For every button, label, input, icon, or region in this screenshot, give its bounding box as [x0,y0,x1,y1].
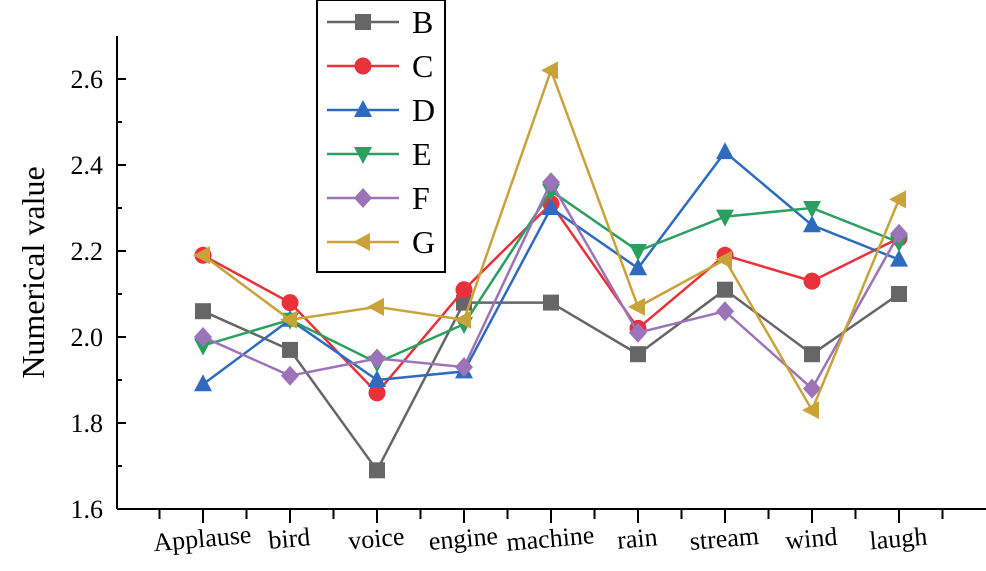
legend-label: B [412,4,433,40]
x-tick-label: bird [267,522,311,555]
legend-marker [355,14,371,30]
x-tick-label: machine [505,520,595,557]
data-point-B [891,286,907,302]
data-point-B [369,462,385,479]
y-axis-label: Numerical value [15,166,51,378]
data-point-D [194,374,212,392]
data-point-G [628,297,645,316]
y-tick-label: 2.2 [71,237,104,266]
legend-item-C: C [327,48,433,84]
legend-marker [354,100,372,117]
data-point-F [368,348,386,369]
data-point-G [193,246,210,265]
legend-marker [354,147,372,164]
data-point-D [716,142,734,160]
data-point-G [367,297,384,316]
series-line-G [202,66,901,413]
data-point-G [541,61,558,80]
data-point-B [282,341,298,358]
data-point-B [195,303,211,320]
data-point-G [802,401,819,420]
data-point-D [629,258,647,276]
y-tick-label: 2.6 [71,65,104,94]
legend-label: F [412,180,430,216]
data-point-E [194,338,212,356]
y-tick-label: 2.0 [71,323,104,352]
x-tick-label: voice [347,522,406,556]
data-point-B [717,281,733,298]
x-tick-label: wind [784,522,838,555]
legend-item-G: G [327,224,435,260]
data-point-F [194,327,212,347]
legend-item-F: F [327,180,430,216]
data-point-F [281,365,299,386]
data-point-C [455,281,473,299]
data-point-F [803,378,821,399]
data-point-G [280,310,297,329]
legend-label: D [412,92,435,128]
x-tick-label: laugh [868,522,928,556]
data-point-F [890,223,908,244]
data-point-D [890,249,908,267]
data-point-F [716,301,734,322]
y-tick-label: 1.6 [71,495,104,524]
data-point-G [715,250,732,269]
series-D [194,142,908,392]
data-point-E [716,209,734,227]
data-point-F [542,172,560,193]
data-point-G [889,190,906,209]
data-point-G [454,310,471,329]
data-point-B [630,346,646,363]
data-point-C [803,272,821,290]
legend-label: C [412,48,433,84]
x-tick-label: rain [616,522,659,554]
legend-label: G [412,224,435,260]
legend-item-E: E [327,136,432,172]
data-point-E [629,244,647,261]
x-tick-label: stream [688,521,760,556]
legend-item-B: B [327,4,433,40]
data-point-D [368,370,386,387]
legend-box [316,0,446,273]
legend-marker [354,57,372,75]
series-F [194,172,908,399]
y-tick-label: 2.4 [71,151,104,180]
data-point-C [281,294,299,312]
data-point-D [542,198,560,215]
legend-item-D: D [327,92,435,128]
series-B [195,281,907,479]
data-point-D [803,215,821,233]
legend-marker [354,188,372,208]
legend-label: E [412,136,432,172]
x-tick-label: Applause [152,520,252,557]
data-point-B [804,346,820,363]
data-point-F [455,357,473,378]
series-G [193,61,906,420]
y-tick-label: 1.8 [71,409,104,438]
legend-marker [353,233,370,251]
data-point-F [629,322,647,343]
data-point-C [368,384,386,402]
x-tick-label: engine [427,521,499,556]
data-point-E [803,201,821,218]
data-point-B [543,294,559,311]
